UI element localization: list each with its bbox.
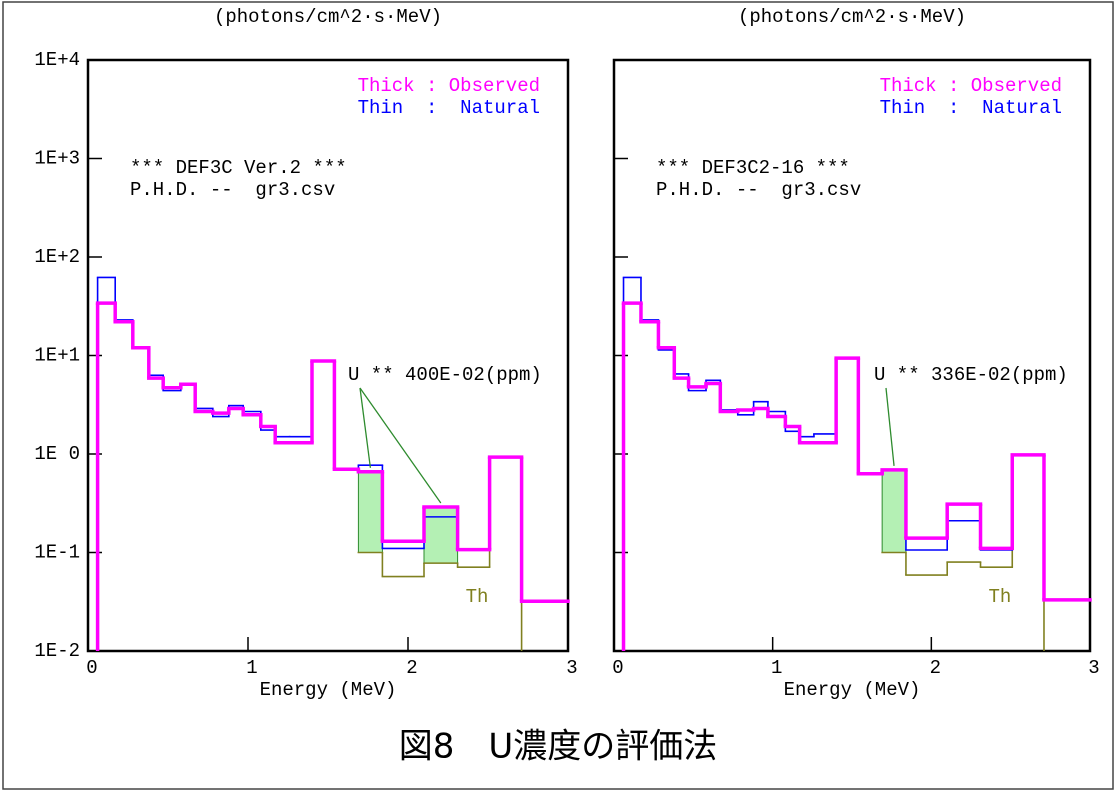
annotation: P.H.D. -- gr3.csv <box>130 179 335 201</box>
x-tick-label: 2 <box>930 657 941 679</box>
annotation: *** DEF3C2-16 *** <box>656 157 850 179</box>
x-tick-label: 1 <box>246 657 257 679</box>
u-pointer <box>885 387 895 466</box>
u-pointer <box>359 387 372 468</box>
y-tick-label: 1E+3 <box>34 148 80 170</box>
y-axis-unit: (photons/cm^2·s·MeV) <box>738 6 966 28</box>
x-axis-label: Energy (MeV) <box>260 679 397 701</box>
u-label: U ** 400E-02(ppm) <box>348 364 542 386</box>
legend-entry: Thick : Observed <box>880 75 1062 97</box>
legend-entry: Thin : Natural <box>358 97 540 119</box>
x-tick-label: 0 <box>86 657 97 679</box>
figure-caption: 図8 U濃度の評価法 <box>399 727 718 767</box>
x-tick-label: 1 <box>771 657 782 679</box>
series-label: Th <box>989 586 1012 608</box>
y-tick-label: 1E-2 <box>34 640 80 662</box>
y-tick-label: 1E+1 <box>34 345 80 367</box>
u-contribution <box>423 506 459 564</box>
y-tick-label: 1E+2 <box>34 246 80 268</box>
y-tick-label: 1E-1 <box>34 542 80 564</box>
legend-entry: Thick : Observed <box>358 75 540 97</box>
u-label: U ** 336E-02(ppm) <box>874 364 1068 386</box>
y-tick-label: 1E+4 <box>34 49 80 71</box>
annotation: *** DEF3C Ver.2 *** <box>130 157 347 179</box>
u-pointer <box>359 387 442 504</box>
x-tick-label: 2 <box>406 657 417 679</box>
u-contribution <box>881 469 907 553</box>
u-contribution <box>357 471 383 554</box>
legend-entry: Thin : Natural <box>880 97 1062 119</box>
x-tick-label: 0 <box>612 657 623 679</box>
annotation: P.H.D. -- gr3.csv <box>656 179 861 201</box>
y-axis-unit: (photons/cm^2·s·MeV) <box>214 6 442 28</box>
x-tick-label: 3 <box>1088 657 1099 679</box>
x-tick-label: 3 <box>566 657 577 679</box>
x-axis-label: Energy (MeV) <box>784 679 921 701</box>
series-label: Th <box>466 586 489 608</box>
y-tick-label: 1E 0 <box>34 443 80 465</box>
